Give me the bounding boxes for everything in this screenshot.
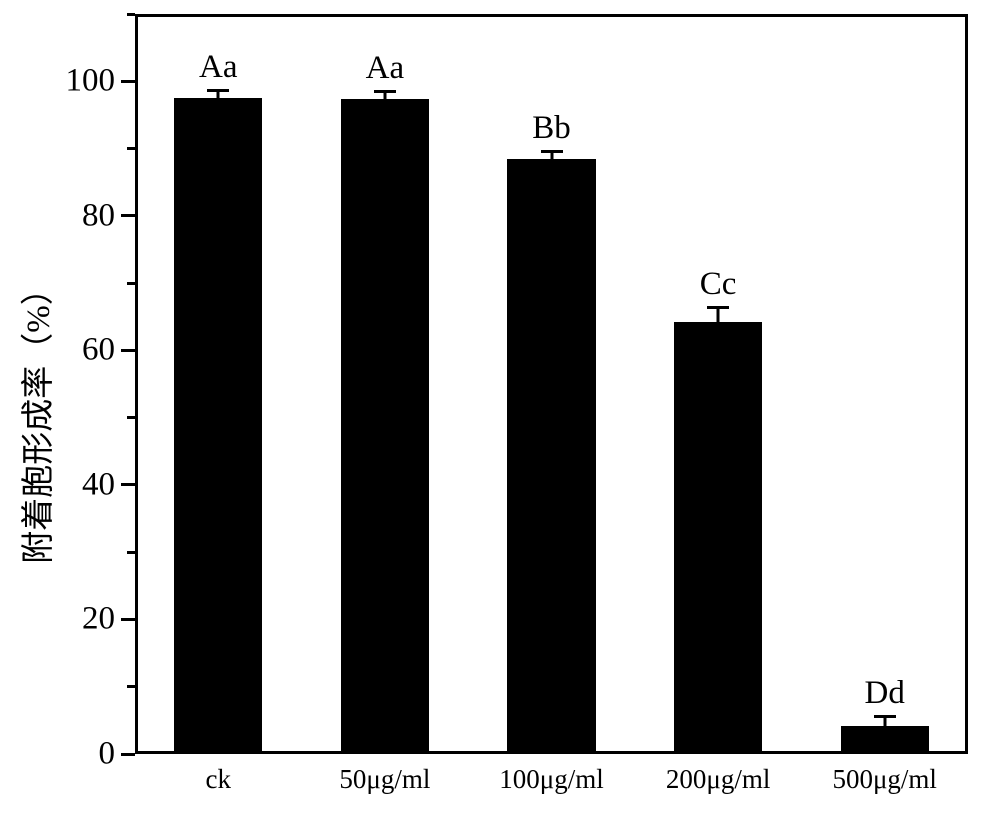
x-tick-label: 500μg/ml [832,764,936,795]
bar-label: Aa [199,49,237,86]
y-minor-tick [127,551,135,554]
bar [507,159,595,754]
y-tick [121,483,135,486]
error-cap [207,89,229,92]
bar-label: Dd [865,675,905,712]
x-tick-label: 50μg/ml [339,764,430,795]
y-tick [121,349,135,352]
y-tick [121,753,135,756]
y-minor-tick [127,685,135,688]
x-tick-label: ck [206,764,231,795]
bar-label: Bb [532,110,571,147]
bar-chart: 020406080100AackAa50μg/mlBb100μg/mlCc200… [0,0,1000,818]
axis-left [135,14,138,754]
y-axis-title: 附着胞形成率（%） [11,272,59,564]
y-tick [121,618,135,621]
error-cap [707,306,729,309]
bar [674,322,762,754]
plot-area: 020406080100AackAa50μg/mlBb100μg/mlCc200… [135,14,968,754]
axis-right [965,14,968,754]
bar-label: Aa [366,50,404,87]
bar [841,726,929,754]
bar [174,98,262,754]
x-tick-label: 100μg/ml [499,764,603,795]
y-minor-tick [127,282,135,285]
y-tick [121,80,135,83]
error-cap [874,715,896,718]
y-minor-tick [127,147,135,150]
y-minor-tick [127,416,135,419]
y-tick [121,214,135,217]
axis-top [135,14,968,17]
error-cap [541,150,563,153]
error-cap [374,90,396,93]
error-bar [717,307,720,322]
x-tick-label: 200μg/ml [666,764,770,795]
bar-label: Cc [700,266,737,303]
y-minor-tick [127,13,135,16]
bar [341,99,429,754]
